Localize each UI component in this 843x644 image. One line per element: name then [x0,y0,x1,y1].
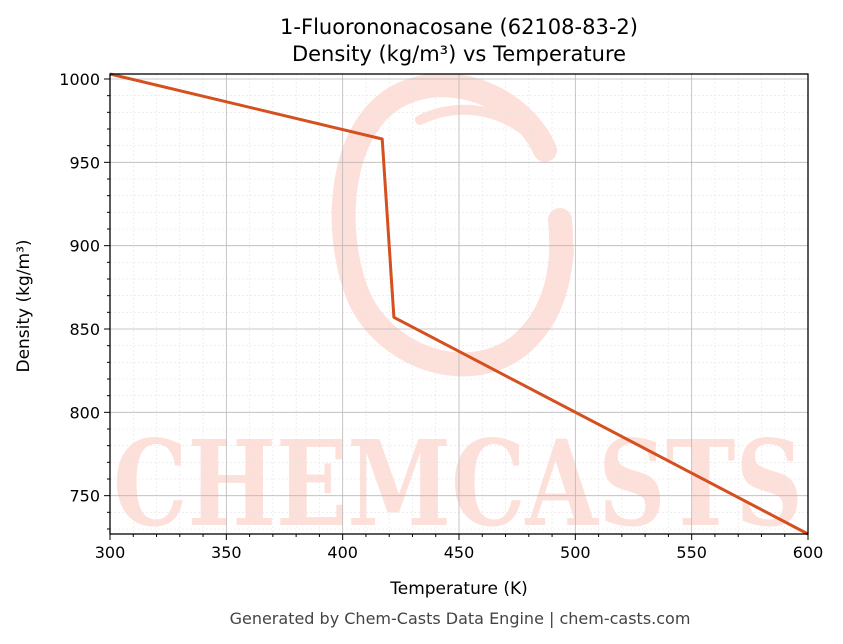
x-tick-label: 350 [211,543,242,562]
chart-title-line2: Density (kg/m³) vs Temperature [292,42,626,66]
x-tick-label: 500 [560,543,591,562]
y-tick-label: 900 [69,237,100,256]
x-tick-label: 550 [676,543,707,562]
x-tick-label: 300 [95,543,126,562]
y-tick-label: 750 [69,487,100,506]
y-tick-label: 1000 [59,70,100,89]
chemcasts-watermark: CHEMCASTS [113,73,803,553]
x-axis-label: Temperature (K) [389,579,528,599]
x-tick-label: 600 [793,543,824,562]
watermark-swirl-logo [331,73,574,377]
density-series-line [109,72,809,536]
x-axis-ticks: 300 350 400 450 500 550 600 [95,534,824,562]
x-tick-label: 400 [327,543,358,562]
series-layer [109,72,809,536]
watermark-text: CHEMCASTS [113,414,803,553]
y-axis-ticks: 750 800 850 900 950 1000 [59,70,110,530]
y-tick-label: 950 [69,153,100,172]
x-tick-label: 450 [444,543,475,562]
y-axis-label: Density (kg/m³) [14,239,34,372]
footer-credit: Generated by Chem-Casts Data Engine | ch… [230,609,691,628]
y-tick-label: 800 [69,403,100,422]
y-tick-label: 850 [69,320,100,339]
chart-title-line1: 1-Fluorononacosane (62108-83-2) [280,15,638,39]
